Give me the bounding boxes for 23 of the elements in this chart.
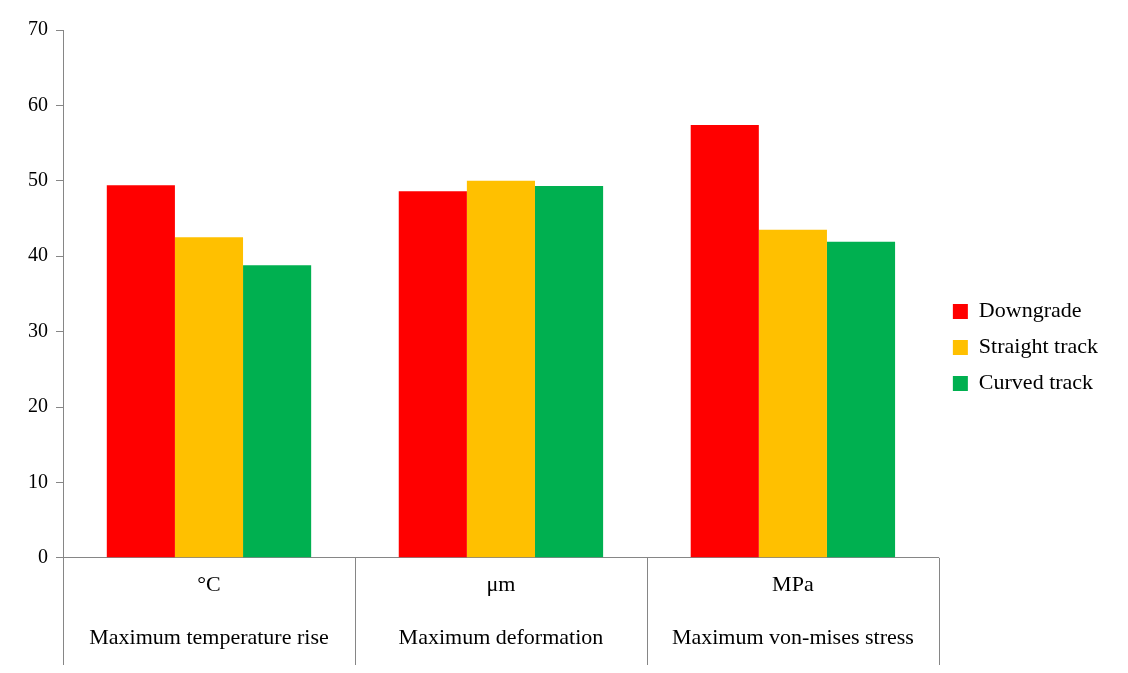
bar	[535, 186, 604, 558]
bar	[758, 229, 827, 558]
y-tick-label: 0	[38, 545, 48, 568]
y-tick-label: 60	[28, 92, 48, 115]
bar	[826, 241, 896, 558]
y-tick-label: 40	[28, 243, 48, 266]
legend-label: Straight track	[978, 333, 1099, 359]
legend-label: Curved track	[978, 369, 1094, 395]
y-tick-label: 70	[28, 17, 48, 40]
category-label: μm Maximum deformation	[398, 570, 604, 649]
legend-label: Downgrade	[978, 297, 1082, 323]
bar	[690, 125, 759, 558]
bar	[174, 237, 244, 558]
category-label: MPa Maximum von-mises stress	[671, 570, 914, 649]
y-tick-label: 10	[28, 469, 48, 492]
y-tick-label: 20	[28, 394, 48, 417]
bar	[398, 191, 467, 558]
bar	[243, 265, 312, 558]
y-tick-label: 50	[28, 168, 48, 191]
bar	[106, 185, 175, 558]
y-tick-label: 30	[28, 318, 48, 341]
bar	[466, 180, 535, 558]
category-label: °C Maximum temperature rise	[89, 570, 329, 649]
